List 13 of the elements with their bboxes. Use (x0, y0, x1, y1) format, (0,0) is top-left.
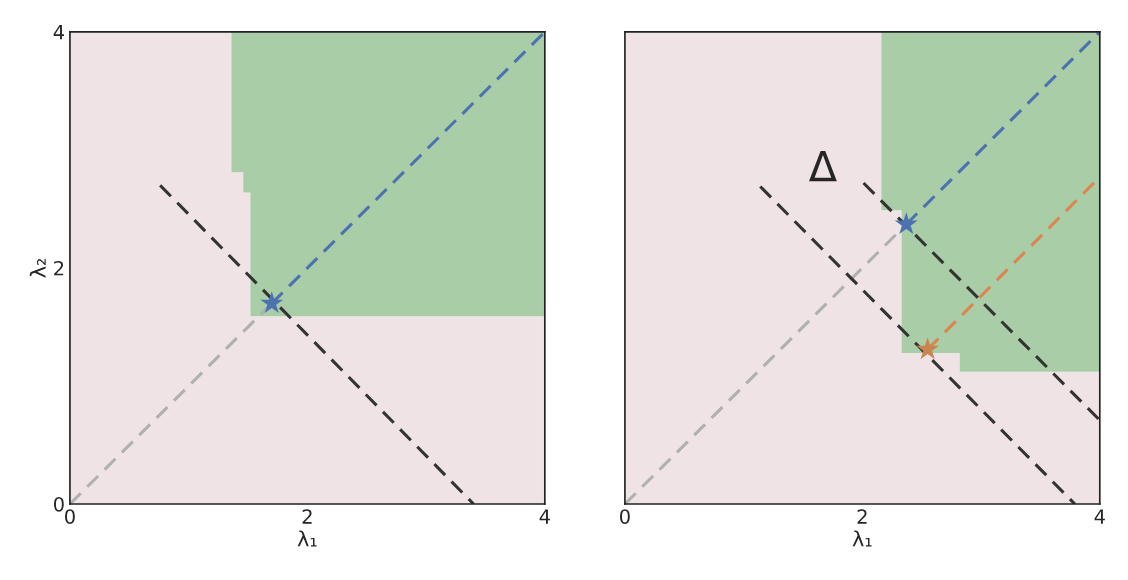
y-tick-label: 4 (53, 25, 64, 40)
x-tick-label: 0 (620, 509, 630, 524)
x-tick-label: 2 (302, 509, 312, 524)
x-tick-label: 4 (539, 509, 550, 524)
x-tick-label: 2 (857, 509, 867, 524)
y-tick-label: 0 (53, 496, 64, 512)
annotation: Δ (809, 150, 837, 182)
x-tick-label: 0 (65, 509, 75, 524)
y-tick-label: 2 (54, 260, 64, 276)
x-tick-label: 4 (1094, 509, 1105, 524)
y-axis-title: λ₂ (29, 258, 46, 278)
x-axis-title: λ₁ (852, 530, 872, 547)
x-axis-title: λ₁ (297, 530, 317, 547)
